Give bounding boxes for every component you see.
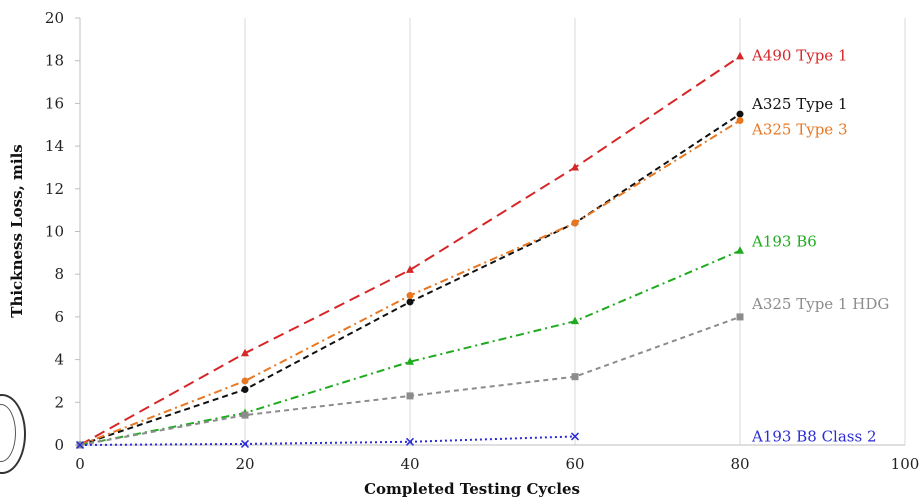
data-point-a193-b8-class-2 [240, 439, 250, 448]
data-point-a325-type-3 [241, 377, 249, 385]
gridlines [244, 18, 906, 445]
series-line-a193-b6 [79, 249, 741, 446]
data-point-a325-type-1-hdg [736, 313, 744, 321]
series-label-a325-type-1-hdg: A325 Type 1 HDG [751, 295, 889, 313]
y-tick-label: 0 [54, 436, 64, 454]
y-tick-label: 12 [45, 180, 64, 198]
x-tick-label: 60 [565, 455, 584, 473]
series-label-a325-type-3: A325 Type 3 [751, 120, 848, 138]
x-tick-label: 0 [75, 455, 85, 473]
data-point-a325-type-1 [736, 110, 744, 118]
data-point-a325-type-1-hdg [241, 411, 249, 419]
data-point-a193-b6 [736, 246, 744, 254]
data-point-a325-type-1-hdg [406, 392, 414, 400]
y-tick-label: 6 [54, 308, 64, 326]
y-tick-label: 10 [45, 223, 64, 241]
data-point-a325-type-1 [406, 298, 414, 306]
data-point-a193-b8-class-2 [405, 437, 415, 446]
data-point-a193-b6 [571, 316, 579, 325]
y-tick-label: 14 [45, 137, 64, 155]
y-tick-label: 4 [54, 351, 64, 369]
data-point-a193-b8-class-2 [570, 432, 580, 441]
data-point-a490-type-1 [571, 162, 579, 171]
y-axis-title: Thickness Loss, mils [8, 144, 26, 317]
y-tick-label: 16 [45, 94, 64, 112]
data-point-a490-type-1 [241, 348, 249, 357]
x-tick-label: 40 [400, 455, 419, 473]
y-tick-label: 18 [45, 52, 64, 70]
data-point-a490-type-1 [406, 265, 414, 273]
series-markers [75, 51, 744, 450]
data-point-a490-type-1 [736, 51, 744, 60]
x-tick-label: 80 [730, 455, 749, 473]
x-tick-label: 100 [891, 455, 920, 473]
data-point-a325-type-1-hdg [571, 373, 579, 381]
data-point-a325-type-3 [406, 292, 414, 300]
y-tick-label: 8 [54, 265, 64, 283]
series-label-a490-type-1: A490 Type 1 [751, 46, 848, 64]
series-label-a325-type-1: A325 Type 1 [751, 95, 848, 113]
data-point-a325-type-3 [571, 219, 579, 227]
data-point-a325-type-3 [736, 116, 744, 124]
series-line-a193-b8-class-2 [79, 435, 576, 446]
series-line-a490-type-1 [79, 55, 741, 446]
data-point-a325-type-1 [241, 385, 249, 393]
x-tick-label: 20 [235, 455, 254, 473]
y-tick-label: 20 [45, 9, 64, 27]
series-label-a193-b8-class-2: A193 B8 Class 2 [751, 427, 877, 445]
data-point-a193-b6 [406, 357, 414, 365]
series-label-a193-b6: A193 B6 [751, 233, 817, 251]
series-labels: A490 Type 1 A325 Type 1 A325 Type 3 A193 B6… [751, 46, 889, 445]
y-tick-label: 2 [54, 393, 64, 411]
x-axis-title: Completed Testing Cycles [364, 480, 580, 498]
axes: 0 20 40 60 80 100 0 2 4 6 8 10 12 14 16 18 20 [45, 9, 919, 473]
data-point-a193-b8-class-2 [75, 440, 85, 450]
